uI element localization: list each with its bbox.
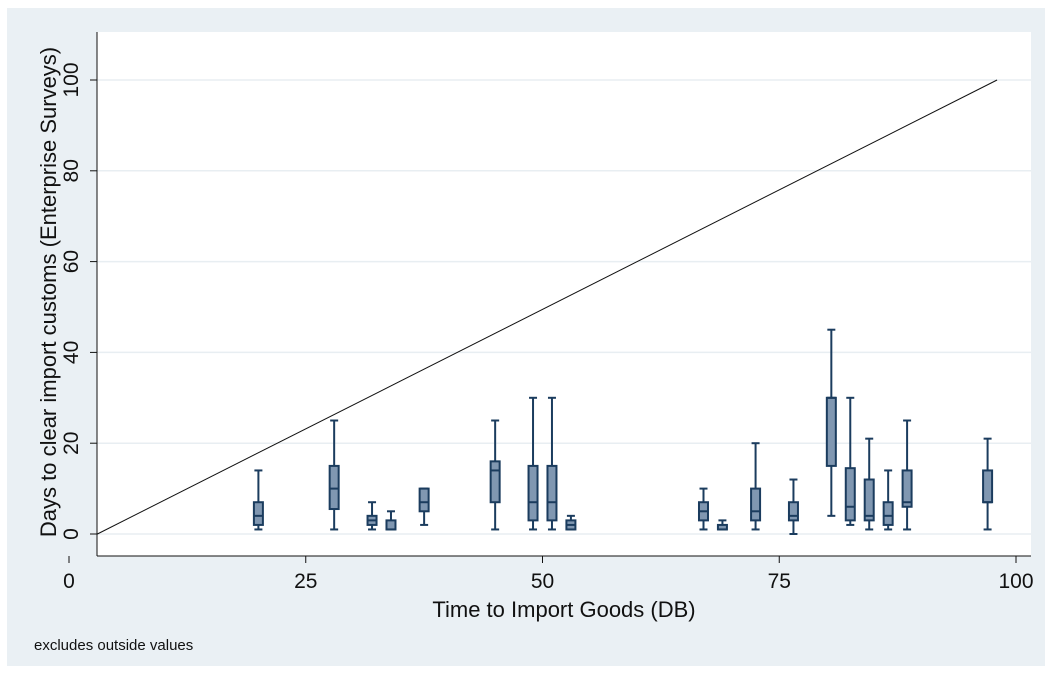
box-13 bbox=[825, 328, 837, 517]
box-8 bbox=[565, 514, 577, 531]
iqr-box-11 bbox=[750, 487, 762, 522]
box-4 bbox=[418, 487, 430, 526]
box-16 bbox=[882, 469, 894, 531]
chart-note: excludes outside values bbox=[34, 637, 193, 654]
plot-area bbox=[97, 32, 1031, 556]
y-tick-label-3: 60 bbox=[60, 250, 83, 273]
y-tick-label-5: 100 bbox=[60, 62, 83, 97]
iqr-box-12 bbox=[787, 501, 799, 522]
iqr-box-7 bbox=[546, 464, 558, 522]
box-10 bbox=[716, 519, 728, 531]
box-5 bbox=[489, 419, 501, 531]
x-axis-ticks: 0 25 50 75 100 bbox=[63, 556, 1034, 593]
reference-line bbox=[97, 79, 998, 535]
box-15 bbox=[863, 437, 875, 531]
iqr-box-18 bbox=[982, 469, 994, 504]
iqr-box-3 bbox=[385, 519, 397, 531]
box-plot-chart: 0 20 40 60 80 100 0 25 50 75 100 Time to Import G… bbox=[34, 32, 1034, 654]
y-tick-label-2: 40 bbox=[60, 341, 83, 364]
box-2 bbox=[366, 501, 378, 531]
y-tick-label-0: 0 bbox=[60, 528, 83, 540]
y-axis-ticks: 0 20 40 60 80 100 bbox=[60, 62, 97, 540]
iqr-box-14 bbox=[844, 467, 856, 522]
box-14 bbox=[844, 396, 856, 526]
box-9 bbox=[697, 487, 709, 531]
box-17 bbox=[901, 419, 913, 531]
x-tick-label-0: 0 bbox=[63, 570, 75, 593]
box-7 bbox=[546, 396, 558, 531]
iqr-box-6 bbox=[527, 464, 539, 522]
y-tick-label-4: 80 bbox=[60, 159, 83, 182]
x-tick-label-1: 25 bbox=[294, 570, 317, 593]
box-6 bbox=[527, 396, 539, 531]
iqr-box-13 bbox=[825, 396, 837, 467]
iqr-box-17 bbox=[901, 469, 913, 508]
box-series bbox=[252, 328, 994, 535]
box-12 bbox=[787, 478, 799, 535]
x-tick-label-2: 50 bbox=[531, 570, 554, 593]
box-3 bbox=[385, 510, 397, 531]
iqr-box-1 bbox=[328, 464, 340, 511]
box-1 bbox=[328, 419, 340, 531]
iqr-box-4 bbox=[418, 487, 430, 513]
y-tick-label-1: 20 bbox=[60, 432, 83, 455]
iqr-box-16 bbox=[882, 501, 894, 526]
iqr-box-5 bbox=[489, 460, 501, 504]
grid-lines bbox=[97, 79, 1031, 535]
iqr-box-15 bbox=[863, 478, 875, 522]
box-0 bbox=[252, 469, 264, 531]
x-tick-label-3: 75 bbox=[768, 570, 791, 593]
x-tick-label-4: 100 bbox=[998, 570, 1033, 593]
chart-background: 0 20 40 60 80 100 0 25 50 75 100 Time to Import G… bbox=[7, 8, 1045, 666]
iqr-box-0 bbox=[252, 501, 264, 526]
y-axis-title: Days to clear import customs (Enterprise… bbox=[36, 47, 61, 537]
x-axis-title: Time to Import Goods (DB) bbox=[432, 597, 695, 622]
box-11 bbox=[750, 442, 762, 531]
box-18 bbox=[982, 437, 994, 531]
